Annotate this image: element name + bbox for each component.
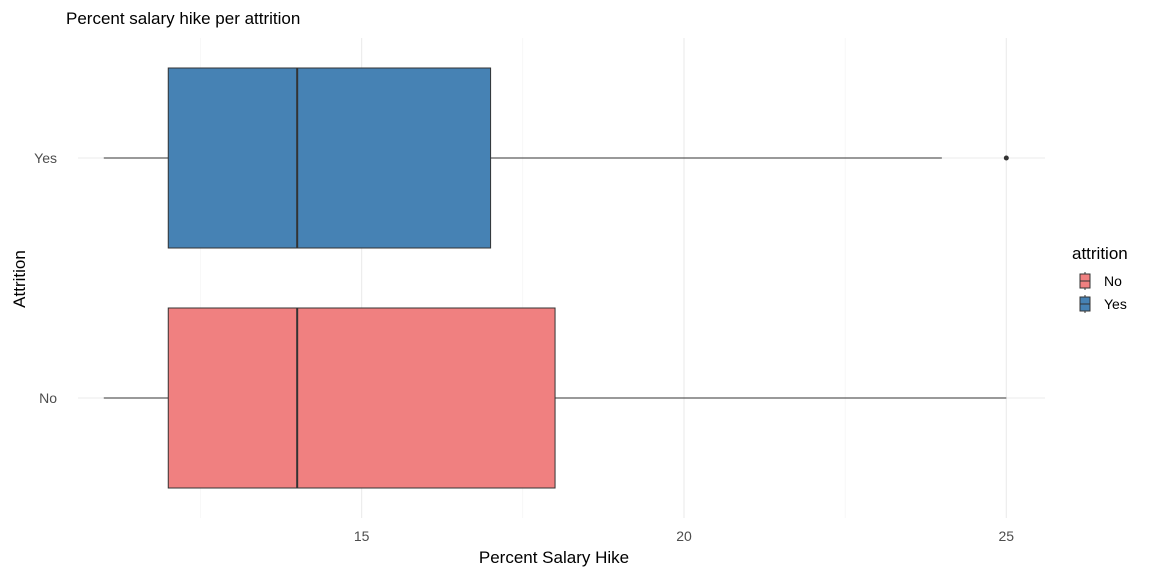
x-tick-label: 20: [676, 528, 692, 544]
legend-title: attrition: [1072, 244, 1128, 263]
legend-item-no: No: [1079, 272, 1122, 290]
legend-item-yes: Yes: [1079, 295, 1127, 313]
y-tick-label: No: [39, 390, 57, 406]
legend: attrition No Yes: [1072, 244, 1128, 313]
chart-title: Percent salary hike per attrition: [66, 9, 300, 28]
boxes: [167, 67, 556, 489]
box-yes: [167, 67, 492, 249]
x-tick-label: 15: [354, 528, 370, 544]
x-axis-ticks: 15 20 25: [354, 528, 1014, 544]
y-axis-ticks: No Yes: [34, 150, 57, 406]
x-tick-label: 25: [999, 528, 1015, 544]
box-no: [167, 307, 556, 489]
y-tick-label: Yes: [34, 150, 57, 166]
outliers: [1003, 155, 1009, 161]
outlier-point: [1003, 155, 1009, 161]
x-axis-title: Percent Salary Hike: [479, 548, 629, 567]
legend-label: Yes: [1104, 296, 1127, 312]
legend-label: No: [1104, 273, 1122, 289]
y-axis-title: Attrition: [10, 250, 29, 308]
whiskers: [103, 157, 1007, 399]
